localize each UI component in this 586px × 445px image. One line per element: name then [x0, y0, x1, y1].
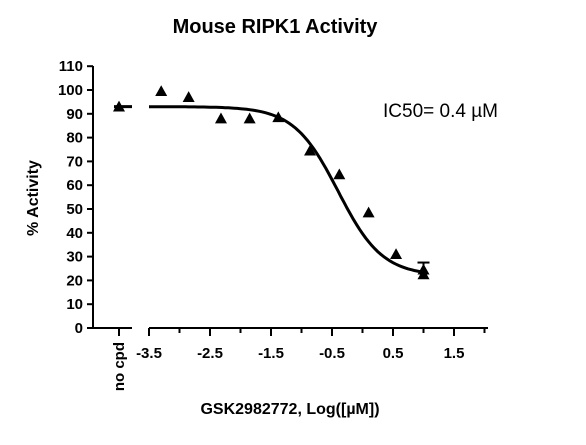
data-point [155, 85, 168, 96]
x-tick-label: -3.5 [136, 345, 162, 362]
y-tick-label: 20 [66, 272, 83, 289]
data-point [417, 268, 430, 280]
x-tick-label: -2.5 [197, 345, 223, 362]
y-tick-label: 110 [59, 58, 83, 75]
x-tick-label: -0.5 [319, 345, 345, 362]
y-tick-label: 0 [75, 320, 83, 337]
control-point [113, 100, 125, 112]
x-axis-label: GSK2982772, Log([µM]) [200, 401, 379, 418]
x-ticks: -3.5 -2.5 -1.5 -0.5 0.5 1.5 [136, 328, 486, 362]
control-tick-label: no cpd [111, 342, 128, 391]
x-tick-label: -1.5 [258, 345, 284, 362]
y-tick-label: 30 [66, 249, 83, 266]
control-group: no cpd [111, 100, 132, 391]
y-tick-label: 80 [66, 130, 83, 147]
x-tick-label: 1.5 [444, 345, 465, 362]
y-tick-label: 10 [66, 296, 83, 313]
chart-title: Mouse RIPK1 Activity [173, 16, 379, 38]
y-tick-label: 50 [66, 201, 83, 218]
y-tick-label: 60 [66, 177, 83, 194]
y-ticks: 0 10 20 30 40 50 60 70 80 90 100 110 [58, 58, 93, 337]
x-tick-label: 0.5 [383, 345, 404, 362]
data-point [182, 91, 195, 102]
y-tick-label: 70 [66, 153, 83, 170]
data-point [362, 206, 375, 218]
y-tick-label: 90 [66, 106, 83, 123]
fit-group [149, 105, 430, 275]
data-point [304, 144, 317, 156]
y-axis-label: % Activity [25, 160, 42, 236]
y-tick-label: 100 [58, 82, 83, 99]
ic50-annotation: IC50= 0.4 µM [383, 101, 498, 122]
data-point [243, 112, 256, 124]
data-point [390, 248, 403, 260]
y-tick-label: 40 [66, 225, 83, 242]
data-points [155, 85, 430, 280]
data-point [272, 111, 285, 123]
data-point [214, 112, 227, 124]
fit-curve [149, 105, 424, 274]
data-point [333, 168, 346, 180]
